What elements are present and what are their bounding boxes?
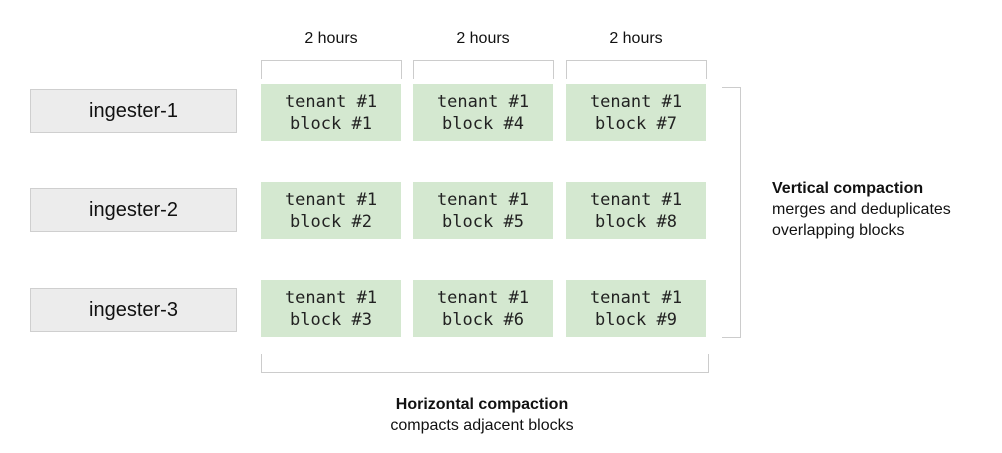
block-tenant-label: tenant #1 bbox=[589, 287, 683, 308]
time-range-bracket bbox=[566, 60, 707, 79]
block-box: tenant #1 block #5 bbox=[413, 182, 553, 239]
block-box: tenant #1 block #4 bbox=[413, 84, 553, 141]
block-box: tenant #1 block #1 bbox=[261, 84, 401, 141]
block-box: tenant #1 block #9 bbox=[566, 280, 706, 337]
block-tenant-label: tenant #1 bbox=[436, 91, 530, 112]
ingester-box: ingester-3 bbox=[30, 288, 237, 332]
block-tenant-label: tenant #1 bbox=[589, 91, 683, 112]
ingester-box: ingester-1 bbox=[30, 89, 237, 133]
time-range-bracket bbox=[413, 60, 554, 79]
vertical-compaction-caption: Vertical compaction merges and deduplica… bbox=[772, 178, 951, 241]
block-tenant-label: tenant #1 bbox=[284, 189, 378, 210]
block-box: tenant #1 block #2 bbox=[261, 182, 401, 239]
block-tenant-label: tenant #1 bbox=[284, 91, 378, 112]
block-tenant-label: tenant #1 bbox=[589, 189, 683, 210]
block-tenant-label: tenant #1 bbox=[436, 189, 530, 210]
block-box: tenant #1 block #3 bbox=[261, 280, 401, 337]
block-block-label: block #4 bbox=[442, 113, 524, 134]
block-tenant-label: tenant #1 bbox=[284, 287, 378, 308]
vertical-title: Vertical compaction bbox=[772, 180, 924, 197]
time-range-bracket bbox=[261, 60, 402, 79]
horizontal-bracket bbox=[261, 354, 709, 373]
block-tenant-label: tenant #1 bbox=[436, 287, 530, 308]
horizontal-desc: compacts adjacent blocks bbox=[390, 417, 574, 434]
block-box: tenant #1 block #8 bbox=[566, 182, 706, 239]
block-block-label: block #3 bbox=[290, 309, 372, 330]
time-range-label: 2 hours bbox=[609, 30, 663, 47]
block-block-label: block #7 bbox=[595, 113, 677, 134]
block-block-label: block #9 bbox=[595, 309, 677, 330]
block-box: tenant #1 block #6 bbox=[413, 280, 553, 337]
block-box: tenant #1 block #7 bbox=[566, 84, 706, 141]
block-block-label: block #6 bbox=[442, 309, 524, 330]
vertical-desc-2: overlapping blocks bbox=[772, 222, 905, 239]
block-block-label: block #2 bbox=[290, 211, 372, 232]
time-range-label: 2 hours bbox=[456, 30, 510, 47]
time-range-label: 2 hours bbox=[304, 30, 358, 47]
block-block-label: block #1 bbox=[290, 113, 372, 134]
block-block-label: block #8 bbox=[595, 211, 677, 232]
vertical-desc-1: merges and deduplicates bbox=[772, 201, 951, 218]
vertical-bracket bbox=[722, 87, 741, 338]
horizontal-title: Horizontal compaction bbox=[395, 396, 569, 413]
block-block-label: block #5 bbox=[442, 211, 524, 232]
ingester-box: ingester-2 bbox=[30, 188, 237, 232]
horizontal-compaction-caption: Horizontal compaction compacts adjacent … bbox=[282, 394, 682, 436]
